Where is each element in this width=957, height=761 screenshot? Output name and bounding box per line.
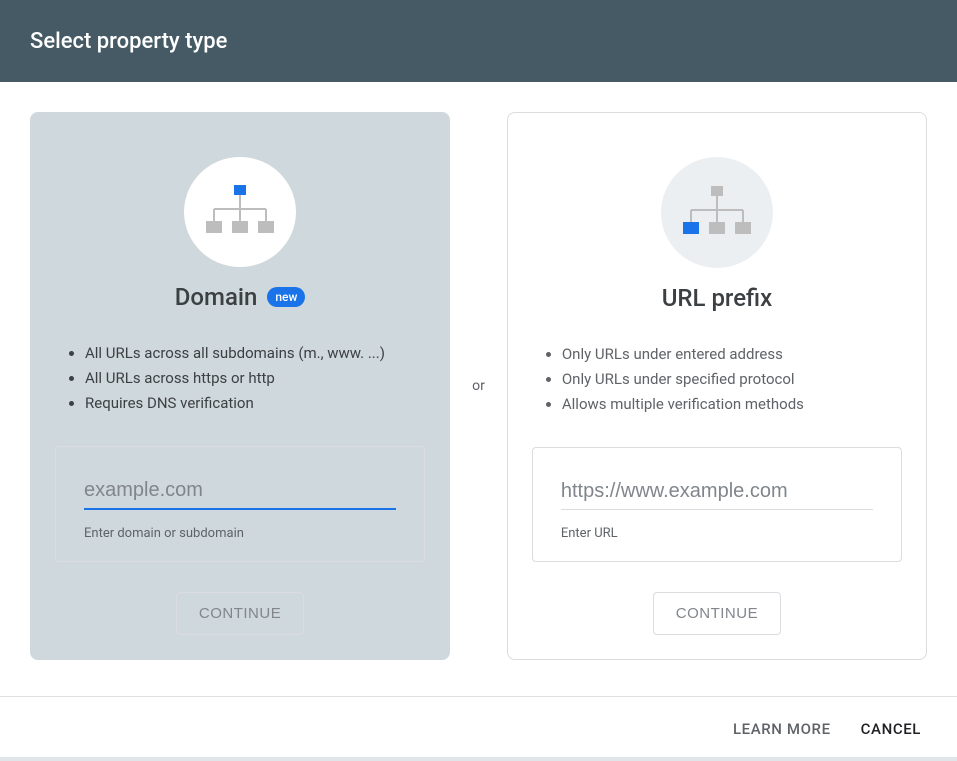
dialog-title: Select property type (30, 29, 227, 54)
url-prefix-title: URL prefix (662, 284, 772, 312)
list-item: Allows multiple verification methods (562, 392, 902, 417)
dialog-footer: LEARN MORE CANCEL (0, 696, 957, 761)
cancel-button[interactable]: CANCEL (861, 720, 921, 738)
url-helper-text: Enter URL (561, 526, 873, 541)
domain-input-box: Enter domain or subdomain (55, 446, 425, 562)
list-item: All URLs across all subdomains (m., www.… (85, 341, 425, 366)
list-item: Requires DNS verification (85, 391, 425, 416)
url-prefix-icon (661, 157, 773, 268)
url-bullets: Only URLs under entered address Only URL… (532, 342, 902, 417)
url-title-row: URL prefix (662, 284, 772, 312)
url-prefix-card[interactable]: URL prefix Only URLs under entered addre… (507, 112, 927, 660)
learn-more-link[interactable]: LEARN MORE (733, 720, 831, 738)
domain-bullets: All URLs across all subdomains (m., www.… (55, 341, 425, 416)
domain-card[interactable]: Domain new All URLs across all subdomain… (30, 112, 450, 660)
domain-title: Domain (175, 283, 258, 311)
bottom-shadow (0, 757, 957, 761)
domain-icon (184, 157, 296, 267)
or-separator: or (468, 378, 489, 394)
domain-input[interactable] (84, 475, 396, 510)
dialog-header: Select property type (0, 0, 957, 82)
domain-title-row: Domain new (175, 283, 306, 311)
domain-continue-button[interactable]: CONTINUE (176, 592, 304, 635)
list-item: Only URLs under entered address (562, 342, 902, 367)
url-input-box: Enter URL (532, 447, 902, 562)
property-type-content: Domain new All URLs across all subdomain… (0, 82, 957, 690)
list-item: Only URLs under specified protocol (562, 367, 902, 392)
url-continue-button[interactable]: CONTINUE (653, 592, 781, 635)
url-input[interactable] (561, 476, 873, 510)
list-item: All URLs across https or http (85, 366, 425, 391)
new-badge: new (267, 287, 305, 307)
domain-helper-text: Enter domain or subdomain (84, 526, 396, 541)
